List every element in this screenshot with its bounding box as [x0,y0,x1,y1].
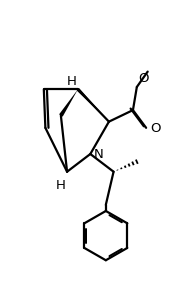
Text: N: N [94,148,104,161]
Text: H: H [56,179,66,192]
Text: H: H [67,75,77,88]
Polygon shape [77,88,109,122]
Text: O: O [150,122,161,135]
Text: O: O [138,72,149,85]
Polygon shape [59,89,78,117]
